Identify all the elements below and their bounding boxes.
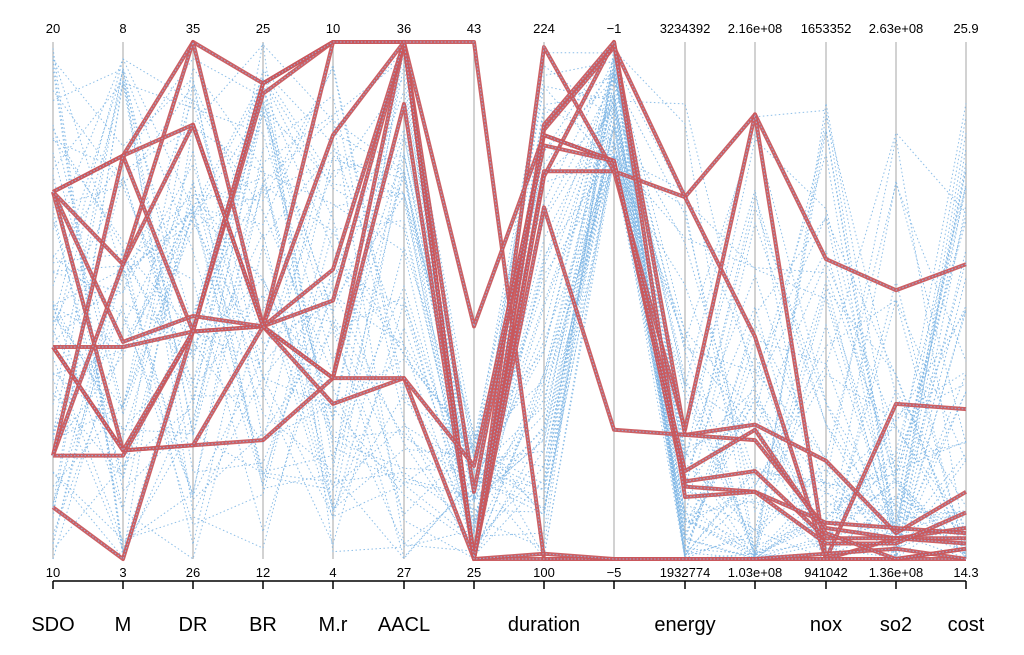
axis-name-duration: duration xyxy=(508,614,580,636)
max-label-so2: 2.63e+08 xyxy=(869,21,924,36)
background-series-line xyxy=(52,84,967,548)
axis-name-so2: so2 xyxy=(880,614,912,636)
max-label-energy: 3234392 xyxy=(660,21,711,36)
background-series-line xyxy=(52,64,967,554)
background-series-line xyxy=(52,88,967,544)
background-series-line xyxy=(52,41,967,557)
background-series-line xyxy=(52,104,967,560)
max-label-AACL2: 43 xyxy=(467,21,481,36)
min-label-BR: 12 xyxy=(256,565,270,580)
highlighted-lines xyxy=(51,40,968,561)
background-series-line xyxy=(52,82,967,555)
background-series-line xyxy=(52,60,967,551)
max-label-dur2: −1 xyxy=(607,21,622,36)
background-series-line xyxy=(52,42,967,558)
highlighted-series-overlay-4 xyxy=(52,41,967,561)
axis-name-cost: cost xyxy=(948,614,985,636)
axis-name-BR: BR xyxy=(249,614,277,636)
background-series-line xyxy=(52,81,967,524)
max-label-DR: 35 xyxy=(186,21,200,36)
background-series-line xyxy=(52,59,967,559)
max-label-energy2: 2.16e+08 xyxy=(728,21,783,36)
max-label-nox: 1653352 xyxy=(801,21,852,36)
background-series-line xyxy=(52,82,967,510)
highlighted-series-overlay-7 xyxy=(52,41,967,544)
axis-name-energy: energy xyxy=(654,614,715,636)
background-series-line xyxy=(52,63,967,540)
background-series-line xyxy=(52,57,967,538)
min-label-duration: 100 xyxy=(533,565,555,580)
highlighted-series-overlay-11 xyxy=(52,40,967,560)
background-series-line xyxy=(52,119,967,560)
axis-name-M: M xyxy=(115,614,132,636)
axis-name-M.r: M.r xyxy=(319,614,348,636)
min-label-so2: 1.36e+08 xyxy=(869,565,924,580)
min-label-DR: 26 xyxy=(186,565,200,580)
background-series-line xyxy=(52,67,967,558)
highlighted-series-overlay-8 xyxy=(52,103,967,560)
max-label-M.r: 10 xyxy=(326,21,340,36)
axis-name-AACL: AACL xyxy=(378,614,430,636)
background-series-line xyxy=(52,131,967,560)
min-label-M: 3 xyxy=(119,565,126,580)
min-label-energy: 1932774 xyxy=(660,565,711,580)
background-series-line xyxy=(52,88,967,558)
background-series-line xyxy=(52,91,967,560)
max-label-duration: 224 xyxy=(533,21,555,36)
max-label-M: 8 xyxy=(119,21,126,36)
background-series-line xyxy=(52,118,967,545)
min-label-AACL2: 25 xyxy=(467,565,481,580)
highlighted-series-overlay-12 xyxy=(52,124,967,560)
min-label-SDO: 10 xyxy=(46,565,60,580)
axis-name-SDO: SDO xyxy=(31,614,74,636)
background-series-line xyxy=(52,79,967,557)
max-label-BR: 25 xyxy=(256,21,270,36)
background-series-line xyxy=(52,70,967,538)
axis-labels: 20 10 SDO 8 3 M 35 26 DR 25 12 BR 10 4 M.r 36 27 AACL 43 25… xyxy=(31,21,984,636)
background-series-line xyxy=(52,136,967,559)
background-series-line xyxy=(52,90,967,559)
axis-name-DR: DR xyxy=(179,614,208,636)
max-label-SDO: 20 xyxy=(46,21,60,36)
max-label-AACL: 36 xyxy=(397,21,411,36)
background-series-line xyxy=(52,68,967,549)
min-label-M.r: 4 xyxy=(329,565,336,580)
min-label-AACL: 27 xyxy=(397,565,411,580)
min-label-cost: 14.3 xyxy=(953,565,978,580)
min-label-nox: 941042 xyxy=(804,565,847,580)
max-label-cost: 25.9 xyxy=(953,21,978,36)
min-label-energy2: 1.03e+08 xyxy=(728,565,783,580)
background-series-line xyxy=(52,47,967,560)
axis-name-nox: nox xyxy=(810,614,842,636)
background-series-line xyxy=(52,64,967,559)
background-series-line xyxy=(52,68,967,560)
background-series-line xyxy=(52,57,967,560)
min-label-dur2: −5 xyxy=(607,565,622,580)
